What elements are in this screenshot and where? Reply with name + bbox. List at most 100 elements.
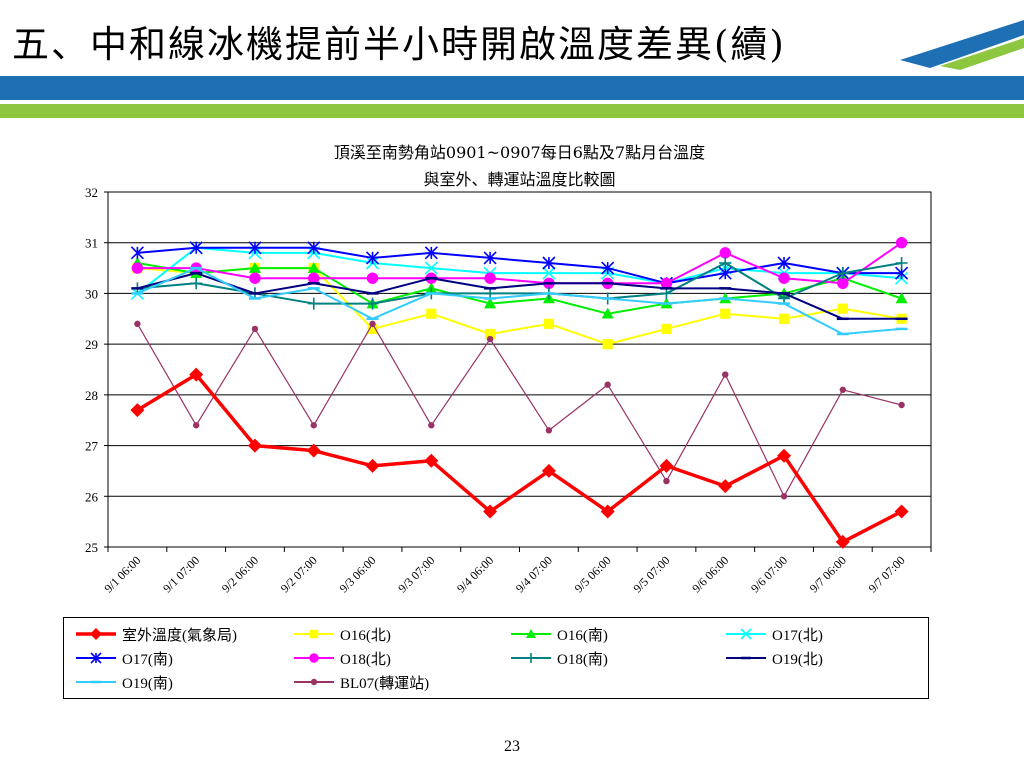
data-point <box>602 339 613 350</box>
series-0 <box>130 367 909 549</box>
chart-legend: 室外溫度(氣象局) O16(北) O16(南) O17(北) O17(南) O18(北) O… <box>63 617 929 699</box>
data-point <box>659 458 674 473</box>
data-point <box>601 307 614 319</box>
x-tick-label: 9/7 06:00 <box>807 553 849 595</box>
header-blue-band <box>0 76 1024 100</box>
data-point <box>248 241 262 255</box>
data-point <box>542 266 556 280</box>
legend-marker <box>90 628 102 640</box>
data-point <box>483 251 497 265</box>
data-point <box>485 328 496 340</box>
y-tick-label: 26 <box>85 489 99 504</box>
data-point <box>484 272 496 284</box>
data-point <box>777 256 791 270</box>
data-point <box>131 262 144 274</box>
legend-label: O18(南) <box>557 651 608 668</box>
legend-item: 室外溫度(氣象局) <box>74 624 237 644</box>
legend-marker <box>90 652 102 664</box>
x-tick-label: 9/4 06:00 <box>454 553 496 595</box>
data-point <box>660 277 673 289</box>
x-tick-label: 9/3 06:00 <box>336 553 378 595</box>
series-line <box>137 246 902 285</box>
series-9 <box>134 320 905 500</box>
legend-marker <box>309 629 319 639</box>
legend-marker <box>526 653 536 663</box>
data-point <box>307 297 320 310</box>
data-point <box>545 427 553 434</box>
data-point <box>130 246 144 260</box>
data-point <box>306 443 321 458</box>
y-tick-label: 29 <box>85 337 98 352</box>
x-tick-label: 9/5 06:00 <box>572 553 614 595</box>
y-tick-label: 25 <box>85 540 98 555</box>
x-tick-label: 9/4 07:00 <box>513 553 555 595</box>
data-point <box>424 246 438 260</box>
header-green-swoosh <box>940 38 1024 70</box>
data-point <box>483 504 498 519</box>
y-tick-label: 28 <box>85 388 98 403</box>
data-point <box>894 504 909 519</box>
series-5 <box>131 237 908 289</box>
data-point <box>778 272 790 284</box>
data-point <box>251 325 259 333</box>
slide-number: 23 <box>504 738 520 755</box>
legend-swatch <box>726 656 766 660</box>
x-tick-label: 9/1 06:00 <box>101 553 143 595</box>
data-point <box>134 320 141 328</box>
legend-swatch <box>511 653 551 663</box>
data-point <box>542 256 556 270</box>
legend-swatch <box>511 629 551 638</box>
chart-title-line2: 與室外、轉運站溫度比較圖 <box>423 170 615 189</box>
x-tick-label: 9/2 07:00 <box>278 553 320 595</box>
data-point <box>780 493 788 500</box>
slide-title: 五、中和線冰機提前半小時開啟溫度差異(續) <box>12 23 786 66</box>
legend-item: BL07(轉運站) <box>292 672 429 692</box>
x-tick-label: 9/3 07:00 <box>395 553 437 595</box>
data-point <box>719 257 732 269</box>
data-point <box>189 241 203 255</box>
data-point <box>307 262 320 273</box>
data-point <box>601 261 615 275</box>
y-tick-label: 32 <box>85 185 98 200</box>
data-point <box>424 453 439 468</box>
series-line <box>136 246 902 295</box>
data-point <box>604 381 611 388</box>
data-point <box>426 308 437 319</box>
legend-label: BL07(轉運站) <box>340 675 430 692</box>
header-green-band <box>0 104 1024 118</box>
y-tick-label: 27 <box>85 439 99 454</box>
legend-label: O18(北) <box>340 651 391 668</box>
legend-swatch <box>294 653 334 663</box>
data-point <box>424 261 438 275</box>
legend-label: O17(南) <box>122 651 173 668</box>
series-7 <box>131 271 908 321</box>
legend-swatch <box>294 678 334 686</box>
x-tick-label: 9/6 07:00 <box>748 553 790 595</box>
series-line <box>136 372 903 544</box>
legend-swatch <box>294 629 334 639</box>
data-point <box>837 303 848 314</box>
legend-swatch <box>76 628 116 640</box>
x-tick-label: 9/5 07:00 <box>630 553 672 595</box>
legend-label: O16(南) <box>557 627 608 644</box>
legend-swatch <box>726 628 766 640</box>
data-point <box>661 323 672 335</box>
y-tick-label: 30 <box>85 286 98 301</box>
data-point <box>600 504 615 519</box>
legend-item: O16(南) <box>509 624 608 644</box>
legend-item: O19(北) <box>724 648 823 668</box>
data-point <box>310 422 317 429</box>
legend-item: O16(北) <box>292 624 391 644</box>
data-point <box>720 308 731 319</box>
y-tick-label: 31 <box>85 236 98 251</box>
data-point <box>718 266 732 280</box>
data-point <box>663 477 670 485</box>
legend-item: O19(南) <box>74 672 173 692</box>
data-point <box>247 438 262 453</box>
data-point <box>366 272 379 284</box>
data-point <box>895 292 908 304</box>
series-line <box>136 267 902 335</box>
legend-swatch <box>76 652 116 664</box>
x-tick-label: 9/2 06:00 <box>219 553 261 595</box>
data-point <box>778 313 790 324</box>
